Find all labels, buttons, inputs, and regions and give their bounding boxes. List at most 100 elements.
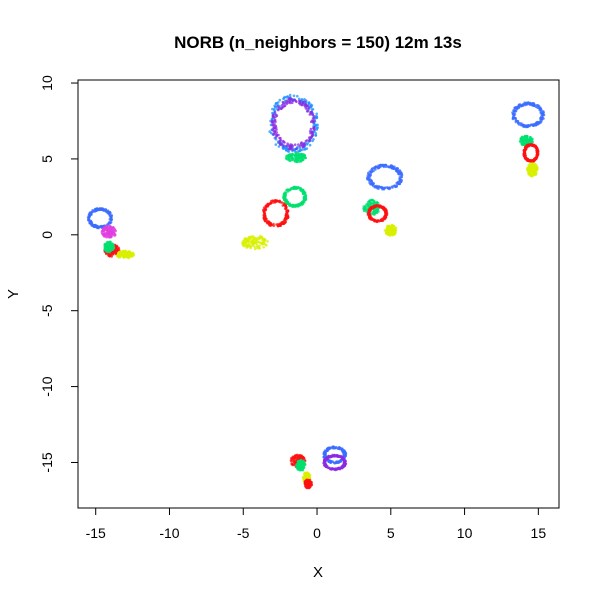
data-point — [369, 216, 373, 220]
data-point — [269, 224, 272, 227]
data-point — [384, 163, 388, 167]
data-point — [108, 210, 112, 214]
data-point — [306, 484, 310, 488]
data-point — [391, 165, 395, 168]
data-point — [278, 106, 281, 109]
y-tick-label: 0 — [39, 231, 55, 239]
data-point — [398, 178, 402, 182]
data-point — [293, 143, 297, 146]
data-point — [282, 144, 286, 148]
data-point — [313, 119, 316, 122]
data-point — [288, 100, 292, 103]
data-point — [112, 251, 115, 254]
data-point — [333, 467, 337, 471]
data-point — [377, 164, 380, 167]
data-point — [288, 148, 292, 151]
data-point — [118, 255, 121, 259]
data-point — [533, 162, 537, 166]
data-point — [274, 138, 278, 141]
data-point — [379, 163, 382, 167]
data-point — [512, 112, 515, 116]
data-point — [316, 123, 319, 127]
data-point — [398, 182, 402, 186]
data-point — [288, 93, 292, 97]
data-point — [394, 169, 398, 173]
cluster-red-ring — [522, 143, 540, 163]
data-point — [523, 150, 526, 153]
data-point — [285, 189, 288, 192]
data-point — [293, 156, 297, 159]
data-point — [273, 130, 277, 134]
cluster-green-blob — [284, 151, 308, 164]
data-point — [274, 133, 278, 136]
data-point — [103, 232, 106, 235]
data-point — [303, 143, 307, 146]
cluster-yellow-blob — [383, 223, 398, 237]
data-point — [281, 139, 285, 143]
data-point — [131, 251, 134, 255]
data-point — [295, 204, 299, 207]
data-point — [327, 447, 331, 450]
data-point — [87, 215, 91, 219]
data-point — [96, 208, 99, 212]
data-point — [263, 216, 266, 220]
data-point — [293, 463, 296, 467]
data-point — [265, 221, 269, 224]
data-point — [521, 104, 524, 107]
data-point — [533, 172, 536, 175]
data-point — [298, 160, 301, 163]
data-point — [304, 139, 308, 143]
data-point — [312, 126, 316, 130]
data-point — [280, 107, 283, 110]
data-point — [91, 209, 94, 212]
data-point — [288, 188, 291, 192]
data-point — [104, 235, 107, 238]
data-point — [262, 210, 266, 214]
data-point — [290, 145, 293, 149]
data-point — [367, 177, 370, 181]
data-point — [534, 105, 538, 108]
data-point — [305, 143, 309, 146]
y-tick-label: 10 — [39, 75, 55, 91]
y-axis: -15 -10 -5 0 5 10 — [39, 75, 79, 473]
data-point — [384, 211, 387, 214]
data-point — [278, 136, 281, 140]
data-point — [109, 217, 113, 220]
data-point — [303, 148, 307, 151]
data-point — [397, 170, 400, 173]
data-point — [368, 174, 372, 177]
data-point — [275, 114, 279, 117]
data-point — [292, 460, 296, 464]
data-point — [370, 198, 373, 202]
data-point — [526, 145, 530, 148]
data-point — [539, 120, 543, 124]
data-point — [299, 468, 302, 472]
data-point — [367, 204, 371, 207]
data-point — [247, 240, 250, 243]
data-point — [109, 224, 112, 228]
data-point — [534, 157, 537, 161]
data-point — [315, 115, 318, 118]
cluster-blue-ring — [86, 207, 114, 230]
data-point — [249, 240, 253, 244]
data-point — [533, 167, 536, 171]
data-point — [370, 179, 374, 183]
data-point — [386, 228, 390, 231]
data-point — [89, 211, 93, 215]
data-point — [256, 244, 259, 248]
data-point — [248, 235, 251, 239]
data-point — [312, 114, 316, 118]
data-point — [252, 241, 255, 244]
data-point — [372, 205, 376, 208]
x-tick-label: -10 — [159, 525, 179, 541]
cluster-magenta-blob — [100, 224, 117, 239]
data-point — [284, 206, 288, 210]
data-point — [529, 162, 532, 166]
data-point — [112, 230, 115, 233]
data-point — [514, 109, 517, 112]
y-axis-label: Y — [5, 289, 22, 299]
data-point — [253, 245, 256, 248]
data-point — [511, 115, 515, 119]
data-point — [522, 153, 526, 156]
data-point — [272, 116, 276, 119]
